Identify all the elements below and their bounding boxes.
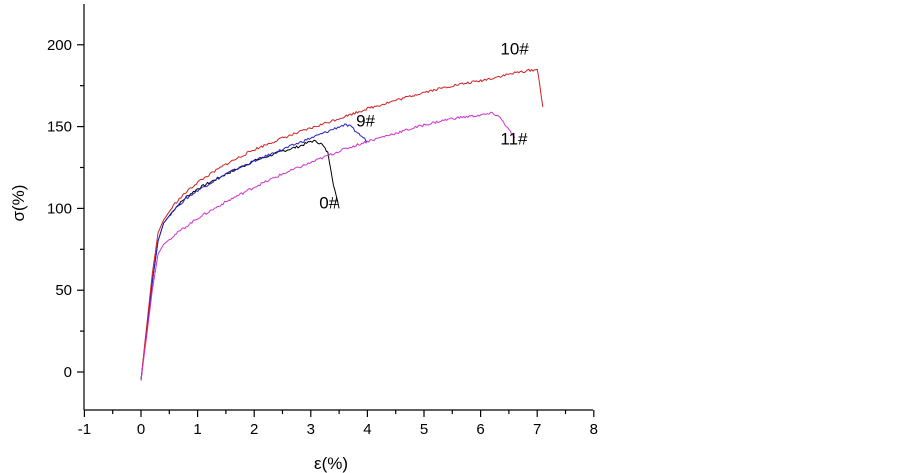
y-tick-label: 0	[64, 364, 72, 381]
ticks	[77, 44, 595, 417]
x-tick-label: 4	[363, 421, 371, 438]
y-axis-title: σ(%)	[9, 185, 28, 222]
x-tick-label: 6	[476, 421, 484, 438]
x-tick-label: 1	[193, 421, 201, 438]
x-tick-label: 2	[250, 421, 258, 438]
x-tick-label: 8	[590, 421, 598, 438]
series-line-0	[140, 139, 340, 381]
series-annotation: 10#	[500, 40, 529, 59]
x-tick-label: -1	[78, 421, 91, 438]
series-annotation: 0#	[319, 193, 338, 212]
y-tick-label: 100	[47, 200, 72, 217]
series-annotation: 11#	[500, 130, 528, 149]
x-axis-title: ε(%)	[314, 454, 348, 473]
x-tick-label: 7	[533, 421, 541, 438]
x-tick-label: 0	[137, 421, 145, 438]
series-annotations: 0# 9# 10# 11#	[319, 40, 529, 213]
series-line-10	[140, 68, 544, 381]
tick-labels: -1 0 1 2 3 4 5 6 7 8 0 50 100 150 200	[47, 37, 598, 438]
x-tick-label: 5	[420, 421, 428, 438]
series-lines	[140, 68, 544, 381]
y-tick-label: 200	[47, 37, 72, 54]
x-tick-label: 3	[307, 421, 315, 438]
series-line-11	[140, 111, 516, 381]
series-annotation: 9#	[356, 112, 375, 131]
y-tick-label: 150	[47, 119, 72, 136]
y-tick-label: 50	[55, 282, 72, 299]
series-line-9	[140, 123, 368, 381]
